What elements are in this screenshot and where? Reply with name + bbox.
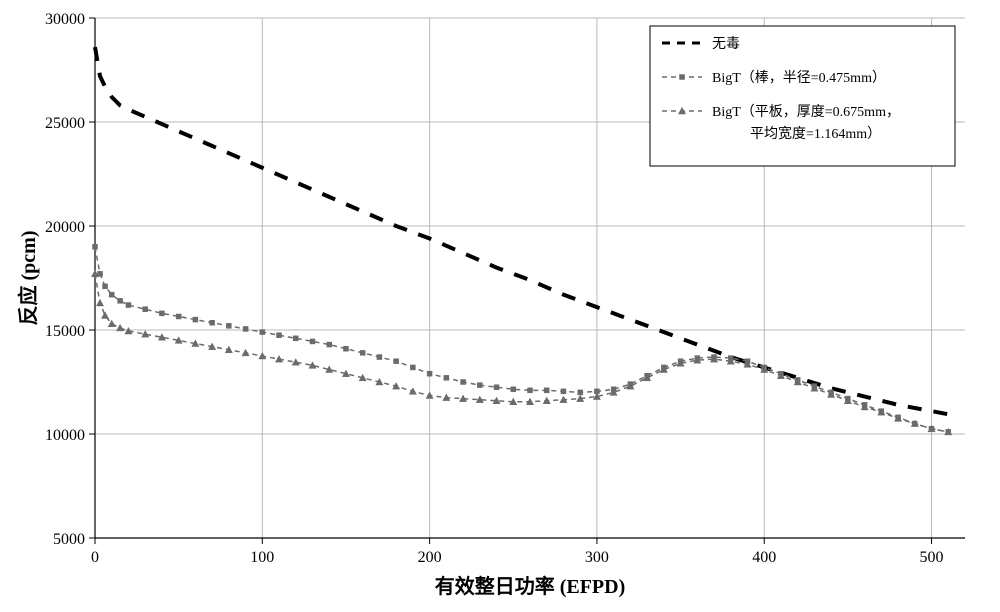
chart-svg: 0 100 200 300 400 500 5000 10000 15000 20000 25000… [0,0,1000,612]
svg-text:25000: 25000 [45,115,85,132]
svg-text:0: 0 [91,549,99,566]
svg-text:5000: 5000 [53,531,85,548]
svg-text:有效整日功率 (EFPD): 有效整日功率 (EFPD) [435,574,626,598]
svg-text:10000: 10000 [45,427,85,444]
svg-text:300: 300 [585,549,609,566]
svg-text:500: 500 [920,549,944,566]
chart-container: 0 100 200 300 400 500 5000 10000 15000 20000 25000… [0,0,1000,612]
svg-text:30000: 30000 [45,11,85,28]
svg-text:BigT（棒，半径=0.475mm）: BigT（棒，半径=0.475mm） [712,70,886,86]
svg-text:平均宽度=1.164mm）: 平均宽度=1.164mm） [750,125,881,142]
svg-text:15000: 15000 [45,323,85,340]
svg-text:20000: 20000 [45,219,85,236]
svg-text:400: 400 [752,549,776,566]
svg-text:BigT（平板，厚度=0.675mm，: BigT（平板，厚度=0.675mm， [712,104,900,120]
svg-text:200: 200 [418,549,442,566]
svg-text:无毒: 无毒 [712,36,740,52]
svg-text:反应 (pcm): 反应 (pcm) [16,231,40,326]
svg-text:100: 100 [250,549,274,566]
